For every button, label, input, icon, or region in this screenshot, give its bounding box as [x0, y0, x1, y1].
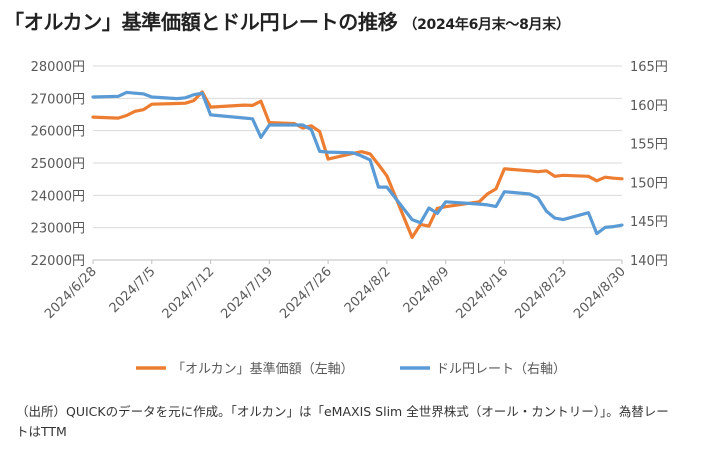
- line-chart: 22000円 23000円 24000円 25000円 26000円 27000円 2800…: [31, 60, 668, 377]
- y-left-tick-label: 24000円: [31, 189, 85, 204]
- y-right-tick-label: 165円: [630, 60, 668, 75]
- y-right-tick-label: 150円: [630, 176, 668, 191]
- x-tick-label: 2024/6/28: [42, 264, 100, 322]
- x-tick-label: 2024/8/23: [512, 264, 570, 322]
- x-tick-label: 2024/7/26: [277, 264, 335, 322]
- y-right-tick-label: 145円: [630, 215, 668, 230]
- series-line-nav: [91, 90, 624, 239]
- source-note: （出所）QUICKのデータを元に作成。「オルカン」は「eMAXIS Slim 全…: [16, 404, 669, 439]
- x-tick-label: 2024/8/2: [342, 264, 394, 316]
- chart-subtitle: （2024年6月末～8月末）: [403, 17, 570, 33]
- x-tick-label: 2024/8/16: [454, 264, 512, 322]
- x-tick-label: 2024/7/5: [107, 264, 159, 316]
- y-left-tick-label: 23000円: [31, 222, 85, 237]
- y-left-tick-label: 25000円: [31, 157, 85, 172]
- series-line-fx: [91, 90, 624, 236]
- legend-label-nav: 「オルカン」基準価額（左軸）: [172, 361, 354, 377]
- y-left-tick-label: 26000円: [31, 125, 85, 140]
- y-left-tick-label: 28000円: [31, 60, 85, 75]
- x-tick-label: 2024/7/12: [160, 264, 218, 322]
- y-left-tick-label: 22000円: [31, 254, 85, 269]
- y-right-tick-label: 160円: [630, 99, 668, 114]
- y-left-tick-label: 27000円: [31, 92, 85, 107]
- chart-title: 「オルカン」基準価額とドル円レートの推移 （2024年6月末～8月末）: [4, 6, 570, 35]
- x-tick-label: 2024/8/9: [401, 264, 453, 316]
- x-tick-label: 2024/7/19: [218, 264, 276, 322]
- x-tick-label: 2024/8/30: [571, 264, 629, 322]
- legend-label-fx: ドル円レート（右軸）: [436, 362, 566, 377]
- chart-title-main: 「オルカン」基準価額とドル円レートの推移: [4, 10, 398, 34]
- y-right-tick-label: 155円: [630, 138, 668, 153]
- y-right-tick-label: 140円: [630, 254, 668, 269]
